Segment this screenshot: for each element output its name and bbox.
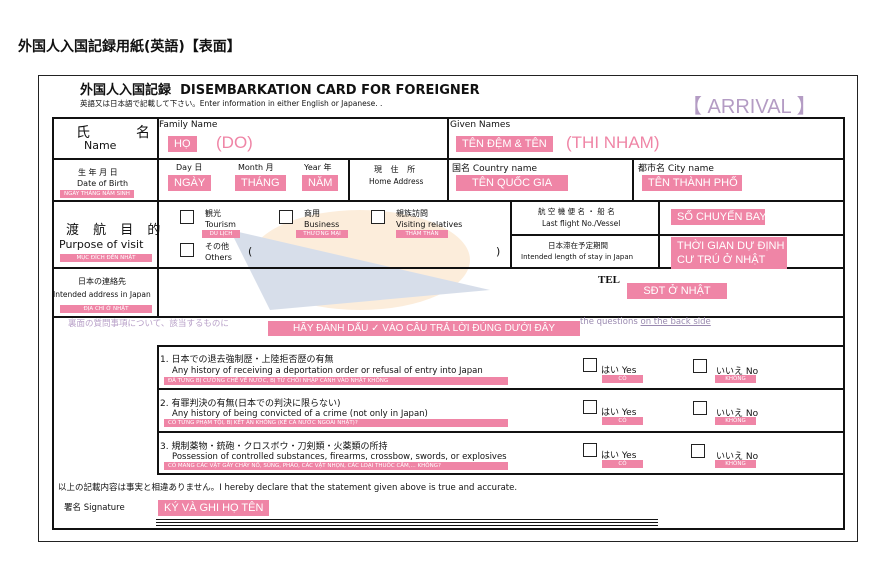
card-title-en: DISEMBARKATION CARD FOR FOREIGNER bbox=[180, 83, 480, 98]
city-field[interactable]: TÊN THÀNH PHỐ bbox=[642, 175, 742, 191]
q2-no-checkbox[interactable] bbox=[693, 401, 707, 415]
others-label-jp: その他 bbox=[205, 242, 229, 251]
q3-no-checkbox[interactable] bbox=[691, 444, 705, 458]
question-2-jp: 2. 有罪判決の有無(日本での判決に限らない) bbox=[160, 399, 341, 409]
others-paren-close: ) bbox=[496, 245, 501, 258]
page-title: 外国人入国記録用紙(英語)【表面】 bbox=[18, 39, 241, 55]
stay-field-line2: CƯ TRÚ Ở NHẬT bbox=[677, 254, 766, 266]
tourism-label-jp: 観光 bbox=[205, 209, 221, 218]
visiting-relatives-tag: THĂM THÂN bbox=[396, 230, 448, 238]
tel-label: TEL bbox=[598, 274, 621, 286]
q2-no-tag: KHÔNG bbox=[715, 417, 756, 425]
q1-no-tag: KHÔNG bbox=[715, 375, 756, 383]
country-label: 国名 Country name bbox=[452, 164, 537, 174]
q3-yes-tag: CÓ bbox=[602, 460, 643, 468]
tourism-label-en: Tourism bbox=[205, 220, 236, 229]
q1-yes-tag: CÓ bbox=[602, 375, 643, 383]
card-title-jp: 外国人入国記録 bbox=[80, 83, 172, 98]
question-1-tag: ĐÃ TỪNG BỊ CƯỠNG CHẾ VỀ NƯỚC, BỊ TỪ CHỐI… bbox=[164, 377, 508, 385]
month-label: Month 月 bbox=[238, 163, 274, 172]
others-checkbox[interactable] bbox=[180, 243, 194, 257]
given-name-example: (THI NHAM) bbox=[566, 133, 660, 152]
jp-address-label-jp: 日本の連絡先 bbox=[78, 277, 126, 286]
signature-field[interactable]: KÝ VÀ GHI HỌ TÊN bbox=[158, 500, 270, 516]
stay-label-en: Intended length of stay in Japan bbox=[521, 253, 634, 261]
check-instruction-jp: 裏面の質問事項について、該当するものに bbox=[68, 319, 229, 329]
day-field[interactable]: NGÀY bbox=[168, 175, 212, 191]
instruction: 英語又は日本語で記載して下さい。Enter information in eit… bbox=[80, 99, 383, 108]
business-label-en: Business bbox=[304, 220, 340, 229]
q1-no-checkbox[interactable] bbox=[693, 359, 707, 373]
family-name-label: Family Name bbox=[159, 120, 218, 130]
visiting-relatives-label-en: Visiting relatives bbox=[396, 220, 463, 229]
family-name-field[interactable]: HỌ bbox=[168, 136, 197, 152]
others-label-en: Others bbox=[205, 253, 232, 262]
q2-yes-checkbox[interactable] bbox=[583, 400, 597, 414]
given-name-label: Given Names bbox=[450, 120, 511, 130]
flight-label-jp: 航 空 機 便 名 ・ 船 名 bbox=[538, 207, 615, 216]
question-1-en: Any history of receiving a deportation o… bbox=[172, 366, 483, 376]
family-name-example: (DO) bbox=[216, 133, 253, 152]
purpose-label-jp: 渡 航 目 的 bbox=[66, 223, 166, 238]
business-tag: THƯƠNG MẠI bbox=[296, 230, 348, 238]
jp-address-label-en: Intended address in Japan bbox=[53, 290, 151, 299]
dob-label-en: Date of Birth bbox=[77, 179, 129, 188]
city-label: 都市名 City name bbox=[638, 164, 714, 174]
q2-no-label: いいえ No bbox=[716, 409, 759, 419]
q1-no-label: いいえ No bbox=[716, 367, 759, 377]
name-label-en: Name bbox=[84, 139, 117, 152]
purpose-tag: MỤC ĐÍCH ĐẾN NHẬT bbox=[60, 254, 152, 262]
tourism-tag: DU LỊCH bbox=[202, 230, 240, 238]
check-instruction-en: the questions bbox=[580, 317, 638, 327]
tel-field[interactable]: SĐT Ở NHẬT bbox=[627, 283, 727, 299]
q2-yes-tag: CÓ bbox=[602, 417, 643, 425]
q3-no-tag: KHÔNG bbox=[715, 460, 756, 468]
visiting-relatives-checkbox[interactable] bbox=[371, 210, 385, 224]
others-input[interactable] bbox=[256, 242, 492, 258]
visiting-relatives-label-jp: 親族訪問 bbox=[396, 209, 428, 218]
arrival-label: 【 ARRIVAL 】 bbox=[682, 96, 817, 118]
year-label: Year 年 bbox=[304, 163, 332, 172]
stay-field[interactable]: THỜI GIAN DỰ ĐỊNH CƯ TRÚ Ở NHẬT bbox=[671, 237, 787, 269]
q2-yes-label: はい Yes bbox=[601, 408, 637, 418]
card bbox=[38, 75, 858, 542]
question-3-en: Possession of controlled substances, fir… bbox=[172, 452, 507, 462]
dob-label-jp: 生 年 月 日 bbox=[78, 168, 118, 177]
flight-label-en: Last flight No./Vessel bbox=[542, 219, 621, 228]
purpose-label-en: Purpose of visit bbox=[59, 238, 144, 251]
jp-address-tag: ĐỊA CHỈ Ở NHẬT bbox=[60, 305, 152, 313]
tourism-checkbox[interactable] bbox=[180, 210, 194, 224]
question-3-tag: CÓ MANG CÁC VẬT GÂY CHÁY NỔ, SÚNG, PHÁO,… bbox=[164, 462, 508, 470]
others-paren-open: ( bbox=[248, 245, 253, 258]
name-label-jp: 氏 名 bbox=[76, 125, 156, 141]
q3-yes-label: はい Yes bbox=[601, 451, 637, 461]
home-address-label-jp: 現 住 所 bbox=[374, 165, 419, 174]
q3-yes-checkbox[interactable] bbox=[583, 443, 597, 457]
given-name-field[interactable]: TÊN ĐỆM & TÊN bbox=[456, 136, 553, 152]
q1-yes-checkbox[interactable] bbox=[583, 358, 597, 372]
back-side-link: on the back side bbox=[640, 317, 711, 327]
question-2-tag: CÓ TỪNG PHẠM TỘI, BỊ KẾT ÁN KHÔNG (KỂ CẢ… bbox=[164, 419, 508, 427]
q3-no-label: いいえ No bbox=[716, 452, 759, 462]
signature-label: 署名 Signature bbox=[64, 503, 125, 513]
stay-field-line1: THỜI GIAN DỰ ĐỊNH bbox=[677, 240, 785, 252]
country-field[interactable]: TÊN QUỐC GIA bbox=[456, 175, 568, 191]
year-field[interactable]: NĂM bbox=[302, 175, 339, 191]
day-label: Day 日 bbox=[176, 163, 203, 172]
home-address-label-en: Home Address bbox=[369, 177, 424, 186]
q1-yes-label: はい Yes bbox=[601, 366, 637, 376]
business-label-jp: 商用 bbox=[304, 209, 320, 218]
question-2-en: Any history of being convicted of a crim… bbox=[172, 409, 428, 419]
jp-address-input[interactable] bbox=[160, 270, 600, 314]
dob-tag: NGÀY THÁNG NĂM SINH bbox=[60, 190, 134, 198]
stay-label-jp: 日本滞在予定期間 bbox=[548, 241, 608, 250]
check-instruction-tag: HÃY ĐÁNH DẤU ✓ VÀO CÂU TRẢ LỜI ĐÚNG DƯỚI… bbox=[268, 321, 580, 336]
flight-field[interactable]: SỐ CHUYẾN BAY bbox=[671, 209, 767, 225]
question-1-jp: 1. 日本での退去強制歴・上陸拒否歴の有無 bbox=[160, 355, 334, 365]
question-3-jp: 3. 規制薬物・銃砲・クロスボウ・刀剣類・火薬類の所持 bbox=[160, 442, 388, 452]
month-field[interactable]: THÁNG bbox=[235, 175, 286, 191]
declaration: 以上の記載内容は事実と相違ありません。I hereby declare that… bbox=[58, 483, 518, 493]
business-checkbox[interactable] bbox=[279, 210, 293, 224]
